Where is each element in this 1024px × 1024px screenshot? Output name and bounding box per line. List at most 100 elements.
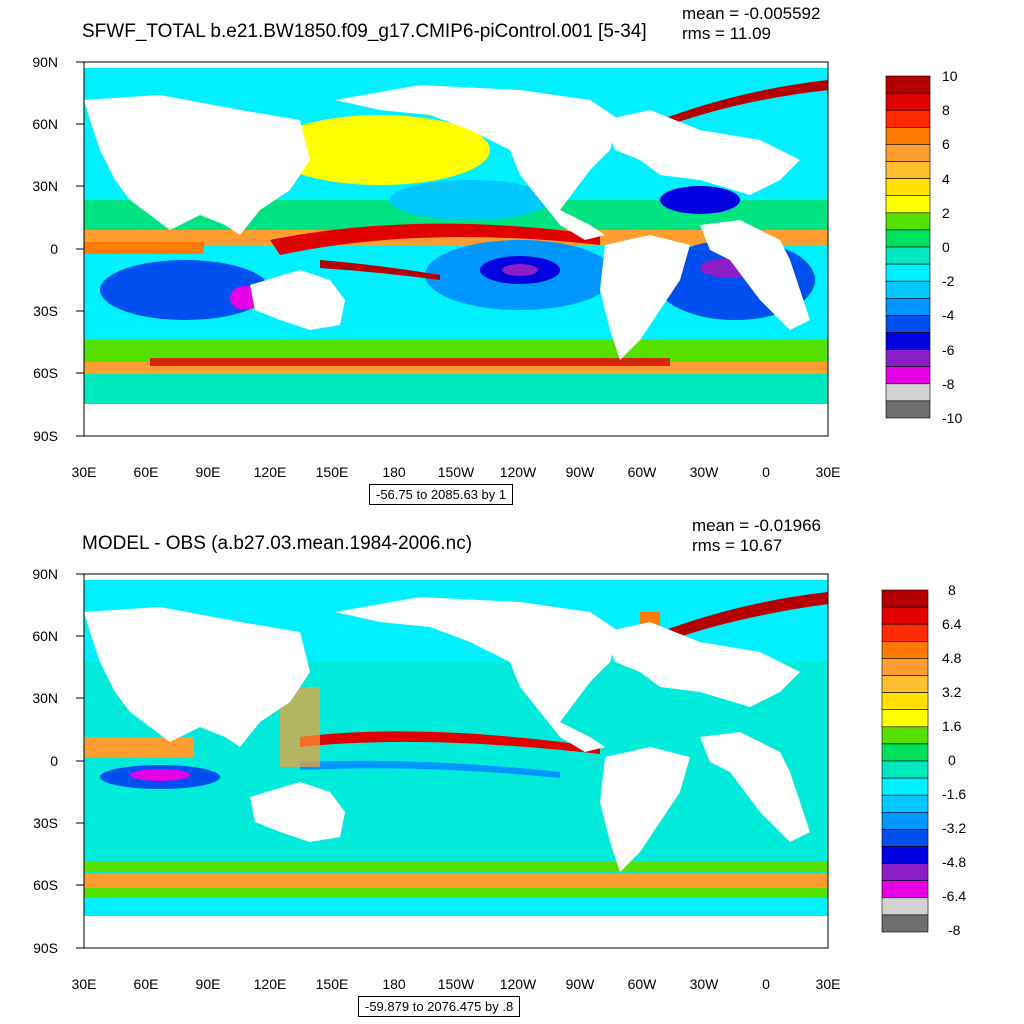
lon-label: 120E xyxy=(253,976,287,992)
colorbar-swatch xyxy=(881,606,929,625)
colorbar-label: 1.6 xyxy=(942,718,962,734)
colorbar-label: -8 xyxy=(948,922,961,938)
panel-title: SFWF_TOTAL b.e21.BW1850.f09_g17.CMIP6-pi… xyxy=(82,21,647,42)
lon-label: 0 xyxy=(762,464,770,480)
colorbar-swatch xyxy=(881,897,929,916)
contour-range-box: -59.879 to 2076.475 by .8 xyxy=(358,996,521,1017)
colorbar-swatch xyxy=(885,263,931,282)
colorbar-swatch xyxy=(881,777,929,796)
colorbar-label: -1.6 xyxy=(942,786,967,802)
lat-label-60s: 60S xyxy=(33,877,58,893)
colorbar-swatch xyxy=(881,692,929,711)
colorbar-label: 6.4 xyxy=(942,616,962,632)
lon-label: 120E xyxy=(253,464,287,480)
colorbar-top xyxy=(885,75,931,419)
mean-value: mean = -0.01966 xyxy=(692,516,822,535)
colorbar-label: 4 xyxy=(942,171,950,187)
lon-label: 30W xyxy=(689,464,719,480)
lat-label-90s: 90S xyxy=(33,428,58,444)
colorbar-swatch xyxy=(885,332,931,350)
colorbar-swatch xyxy=(885,280,931,299)
colorbar-label: 6 xyxy=(942,136,950,152)
lon-label: 150E xyxy=(315,464,349,480)
colorbar-swatch xyxy=(881,811,929,830)
colorbar-swatch xyxy=(885,195,931,214)
lat-label-30s: 30S xyxy=(33,303,58,319)
colorbar-swatch xyxy=(885,161,931,179)
colorbar-swatch xyxy=(885,315,931,333)
map-panel-bottom: MODEL - OBS (a.b27.03.mean.1984-2006.nc)… xyxy=(0,512,1024,1024)
lat-label-60n: 60N xyxy=(32,116,58,132)
colorbar-label: 2 xyxy=(942,205,950,221)
lon-label: 90W xyxy=(565,976,595,992)
colorbar-swatch xyxy=(885,75,931,94)
colorbar-label: -8 xyxy=(942,376,955,392)
rms-value: rms = 11.09 xyxy=(682,24,771,43)
colorbar-label: -6.4 xyxy=(942,888,967,904)
lon-label: 30E xyxy=(815,464,841,480)
mean-value: mean = -0.005592 xyxy=(682,4,821,23)
lon-label: 60W xyxy=(627,976,657,992)
lon-label: 180 xyxy=(382,976,406,992)
colorbar-swatch xyxy=(881,658,929,676)
colorbar-swatch xyxy=(881,589,929,608)
colorbar-label: 8 xyxy=(942,102,950,118)
colorbar-swatch xyxy=(885,212,931,231)
lon-label: 150W xyxy=(437,976,475,992)
map-panel-top: SFWF_TOTAL b.e21.BW1850.f09_g17.CMIP6-pi… xyxy=(32,4,962,505)
colorbar-swatch xyxy=(885,178,931,197)
lat-label-30n: 30N xyxy=(32,178,58,194)
colorbar-label: 0 xyxy=(942,239,950,255)
lat-label-90s: 90S xyxy=(33,940,58,956)
map-svg-top xyxy=(76,61,931,437)
colorbar-swatch xyxy=(881,675,929,693)
lon-label: 60W xyxy=(627,464,657,480)
colorbar-swatch xyxy=(881,641,929,659)
colorbar-swatch xyxy=(885,109,931,128)
colorbar-label: 10 xyxy=(942,68,958,84)
land-mask-bottom xyxy=(84,574,828,948)
colorbar-swatch xyxy=(881,829,929,847)
rms-value: rms = 10.67 xyxy=(692,536,783,555)
lat-label-30n: 30N xyxy=(32,690,58,706)
land-mask-top xyxy=(84,62,828,436)
colorbar-swatch xyxy=(881,794,929,813)
colorbar-swatch xyxy=(885,400,931,419)
lat-ticks-bottom xyxy=(76,573,84,949)
lon-label: 120W xyxy=(499,464,537,480)
colorbar-label: -6 xyxy=(942,342,955,358)
colorbar-swatch xyxy=(881,709,929,728)
lon-label: 150W xyxy=(437,464,475,480)
colorbar-label: -2 xyxy=(942,273,955,289)
contour-range-box: -56.75 to 2085.63 by 1 xyxy=(369,484,514,505)
lat-label-30s: 30S xyxy=(33,815,58,831)
colorbar-swatch xyxy=(885,383,931,402)
lat-label-60s: 60S xyxy=(33,365,58,381)
lon-label: 30E xyxy=(815,976,841,992)
colorbar-swatch xyxy=(885,297,931,316)
lat-label-0: 0 xyxy=(50,753,58,769)
colorbar-swatch xyxy=(885,144,931,162)
panel-title: MODEL - OBS (a.b27.03.mean.1984-2006.nc) xyxy=(82,533,473,554)
lon-label: 150E xyxy=(315,976,349,992)
colorbar-label: 8 xyxy=(948,582,956,598)
map-svg-bottom xyxy=(76,573,929,949)
lat-label-90n: 90N xyxy=(32,54,58,70)
lon-label: 30W xyxy=(689,976,719,992)
colorbar-label: 0 xyxy=(948,752,956,768)
colorbar-swatch xyxy=(885,92,931,111)
lon-label: 90E xyxy=(195,464,221,480)
colorbar-label: -3.2 xyxy=(942,820,967,836)
lon-label: 60E xyxy=(133,464,159,480)
colorbar-swatch xyxy=(881,846,929,864)
colorbar-label: -4 xyxy=(942,307,955,323)
colorbar-swatch xyxy=(881,726,929,745)
colorbar-label: -4.8 xyxy=(942,854,967,870)
colorbar-swatch xyxy=(881,880,929,899)
lat-label-90n: 90N xyxy=(32,566,58,582)
lon-label: 180 xyxy=(382,464,406,480)
colorbar-swatch xyxy=(885,349,931,368)
lon-label: 30E xyxy=(71,976,97,992)
lat-label-60n: 60N xyxy=(32,628,58,644)
colorbar-swatch xyxy=(885,246,931,265)
